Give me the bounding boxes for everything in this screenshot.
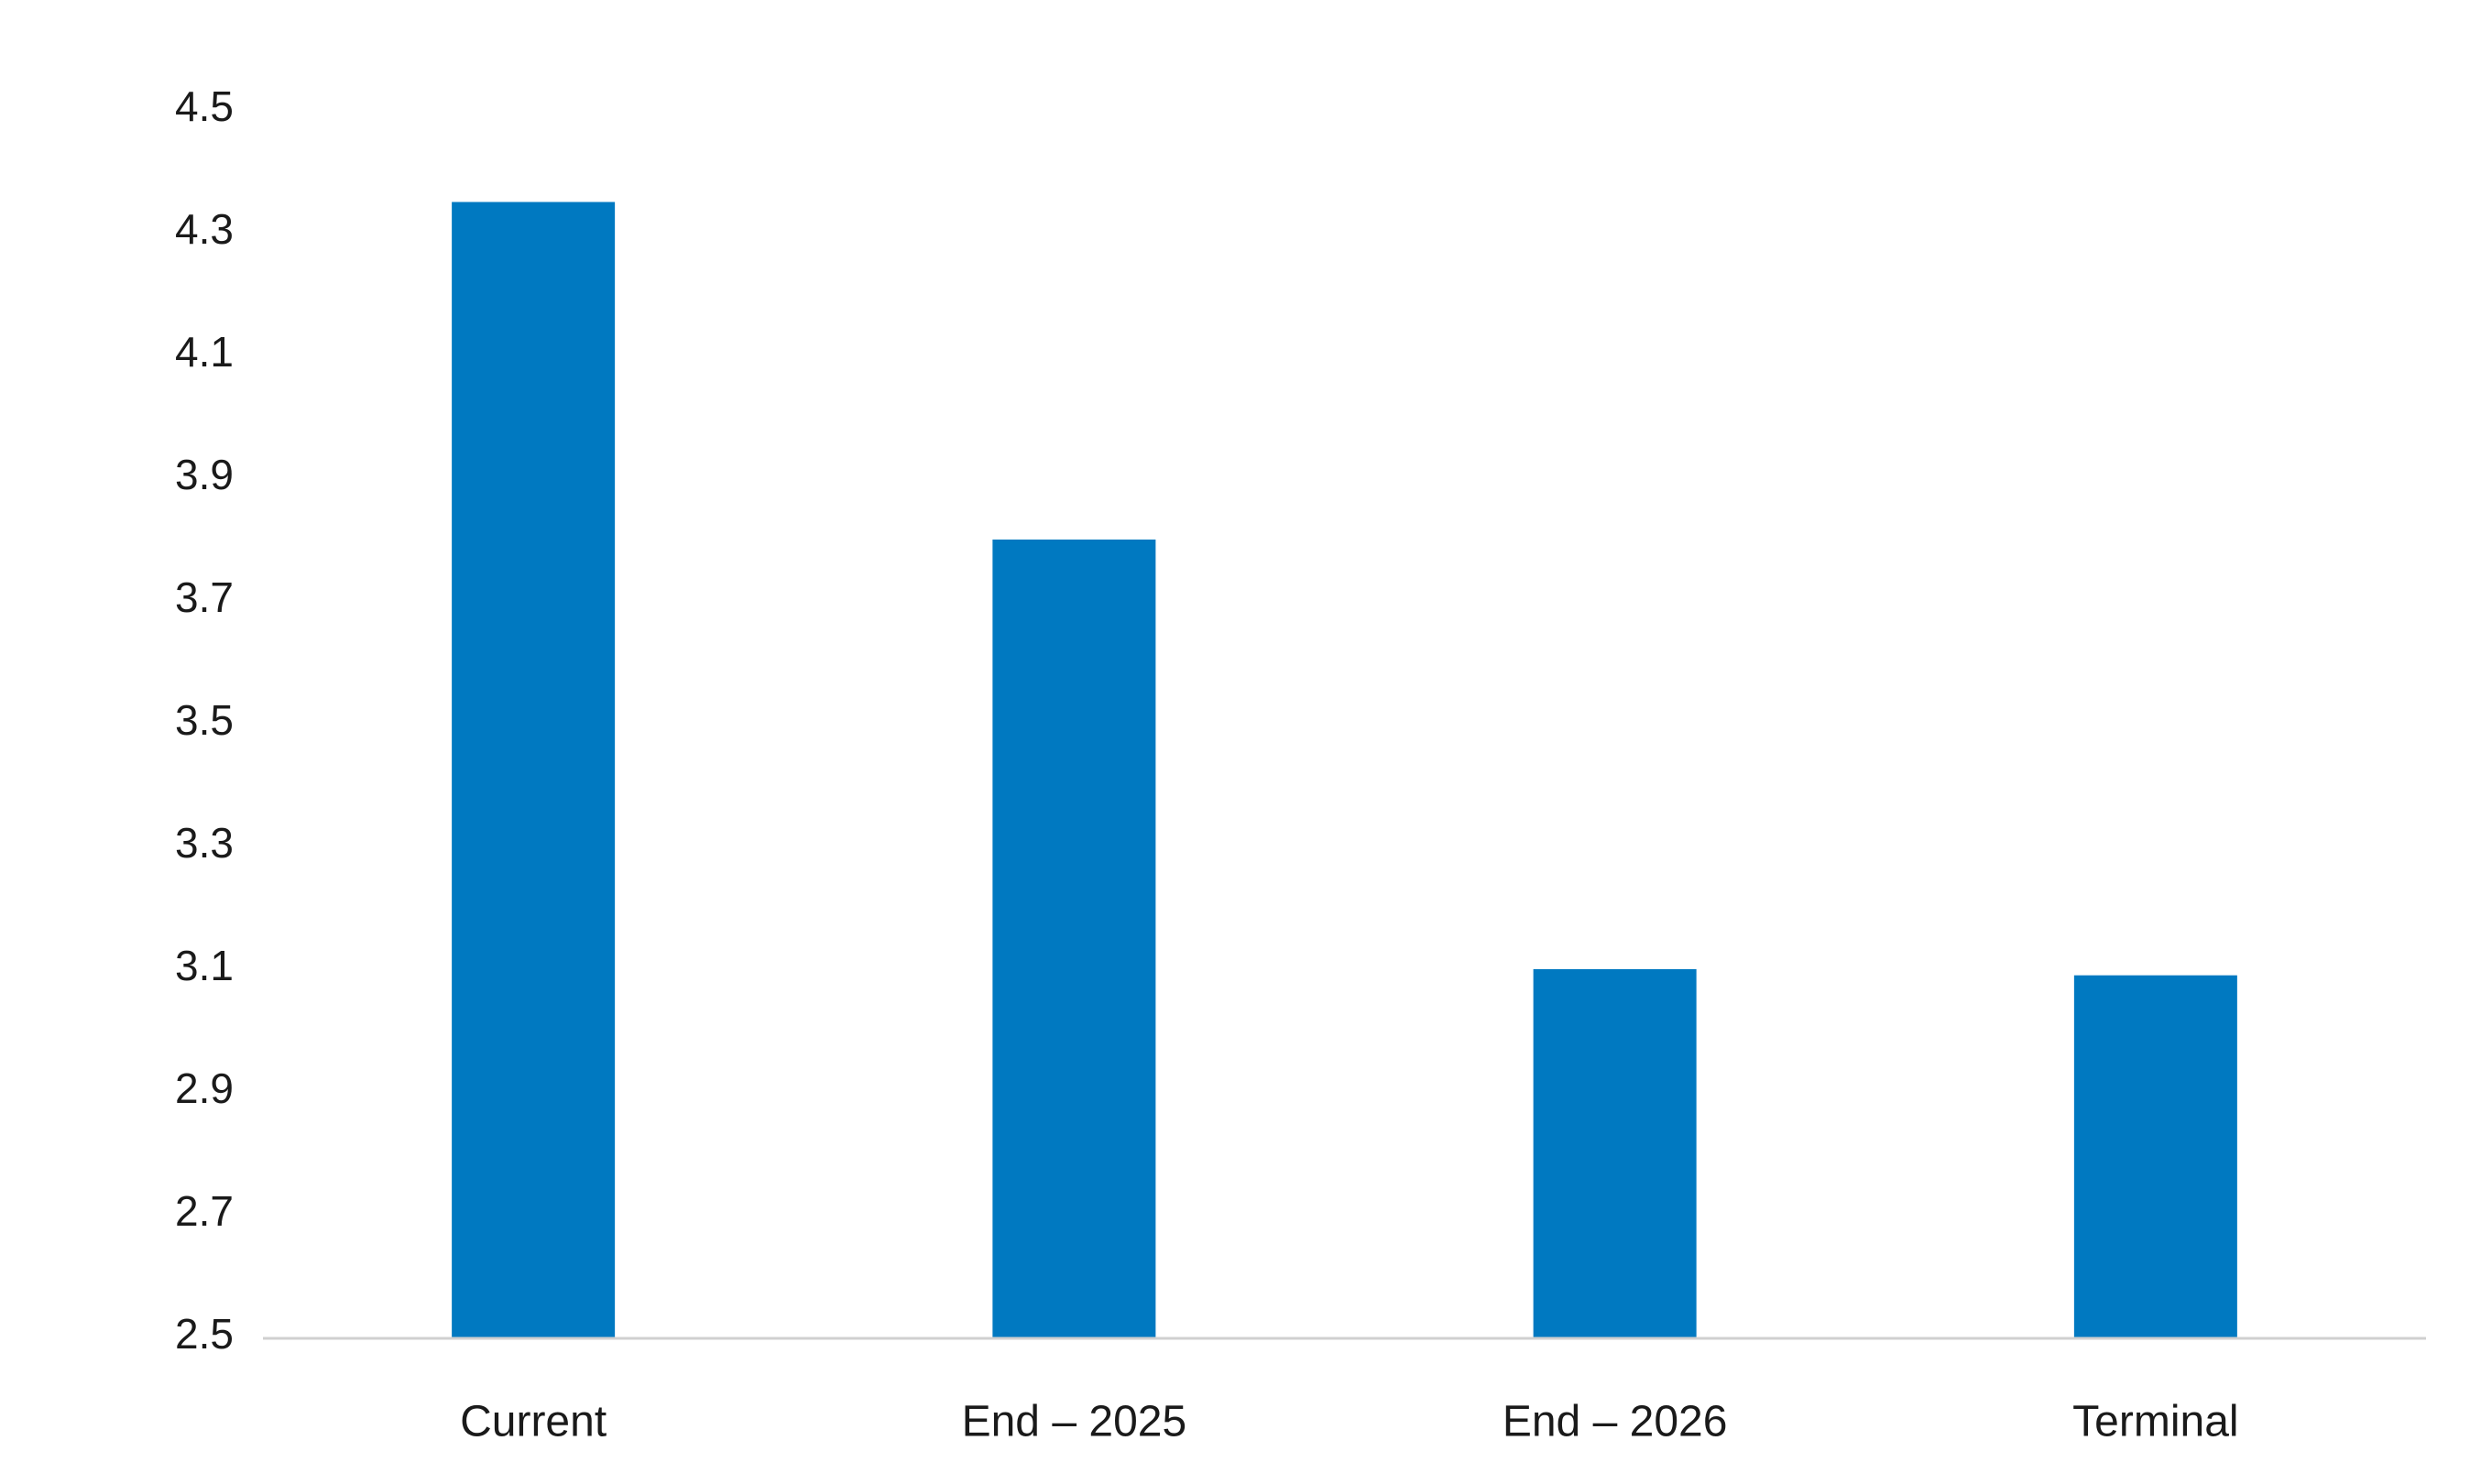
- x-axis-labels: Current End – 2025 End – 2026 Terminal: [460, 1398, 2238, 1446]
- bars: [452, 202, 2237, 1337]
- x-category-label: End – 2025: [962, 1398, 1187, 1446]
- y-tick-label: 3.1: [175, 942, 234, 989]
- y-tick-label: 3.9: [175, 451, 234, 498]
- y-tick-label: 2.7: [175, 1187, 234, 1235]
- y-tick-label: 3.5: [175, 696, 234, 744]
- x-category-label: End – 2026: [1503, 1398, 1728, 1446]
- y-tick-label: 4.5: [175, 82, 234, 130]
- y-tick-label: 2.9: [175, 1064, 234, 1112]
- bar: [452, 202, 616, 1337]
- y-tick-label: 3.7: [175, 573, 234, 621]
- x-category-label: Current: [460, 1398, 607, 1446]
- bar: [1533, 969, 1697, 1337]
- x-category-label: Terminal: [2072, 1398, 2238, 1446]
- y-axis-ticks: 2.5 2.7 2.9 3.1 3.3 3.5 3.7 3.9 4.1 4.3 4.5: [175, 82, 234, 1358]
- y-tick-label: 2.5: [175, 1310, 234, 1358]
- bar: [992, 540, 1156, 1337]
- y-tick-label: 4.3: [175, 205, 234, 253]
- y-tick-label: 3.3: [175, 819, 234, 867]
- bar: [2073, 975, 2237, 1337]
- y-tick-label: 4.1: [175, 328, 234, 376]
